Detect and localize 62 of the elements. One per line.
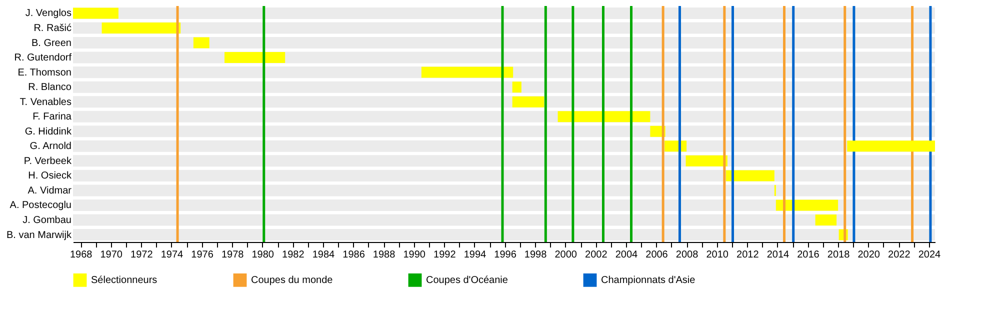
x-tick-label: 1994 [464,250,487,260]
y-tick-label: G. Hiddink [24,126,72,138]
x-tick-label: 1974 [160,250,184,260]
x-tick-label: 1998 [524,250,548,260]
bar [847,140,935,152]
x-tick-label: 1978 [221,250,244,260]
y-tick-label: P. Verbeek [24,156,72,167]
x-tick-label: 1968 [70,250,93,260]
bar [73,8,118,19]
x-tick-label: 2024 [918,250,941,260]
y-tick-label: J. Gombau [22,214,72,226]
y-tick-label: R. Blanco [28,82,72,94]
legend-label: Coupes du monde [251,275,334,286]
x-tick-label: 1980 [252,250,274,260]
x-tick-label: 2004 [615,250,638,260]
x-tick-label: 1984 [312,250,336,260]
bar [102,22,181,34]
x-tick-label: 1992 [434,250,456,260]
legend-label: Sélectionneurs [91,275,158,286]
x-tick-label: 1988 [372,250,396,260]
x-tick-label: 2016 [797,250,820,260]
x-tick-label: 2008 [676,250,699,260]
x-tick-label: 1990 [403,250,426,260]
x-tick-label: 2022 [888,250,911,260]
x-tick-label: 2012 [736,250,760,260]
x-tick-label: 2018 [827,250,850,260]
bar [815,214,837,226]
bar [512,96,544,108]
y-tick-label: G. Arnold [30,141,72,152]
x-tick-label: 2006 [646,250,668,260]
y-tick-label: R. Rašić [34,23,72,34]
y-tick-label: B. van Marwijk [6,230,72,241]
legend-label: Championnats d'Asie [601,275,696,286]
y-tick-label: A. Postecoglu [10,200,72,212]
x-tick-label: 1996 [494,250,517,260]
x-tick-label: 1972 [130,250,154,260]
bar [558,111,650,122]
bar [421,66,514,78]
y-tick-label: E. Thomson [18,67,72,78]
y-tick-label: J. Venglos [25,8,72,20]
x-tick-label: 2020 [858,250,880,260]
bar [776,200,838,211]
x-tick-label: 1970 [100,250,123,260]
x-tick-label: 2002 [585,250,608,260]
x-tick-label: 1982 [282,250,305,260]
bar [224,52,286,64]
y-tick-label: B. Green [31,38,72,49]
legend-label: Coupes d'Océanie [426,275,508,286]
x-tick-label: 2010 [706,250,729,260]
bar [512,82,522,93]
bar [193,37,210,48]
bar [686,155,728,166]
y-tick-label: F. Farina [32,112,72,123]
x-tick-label: 2014 [766,250,790,260]
y-tick-label: R. Gutendorf [14,52,72,64]
y-tick-label: H. Osieck [28,170,72,182]
x-tick-label: 2000 [554,250,578,260]
x-tick-label: 1976 [191,250,214,260]
y-tick-label: A. Vidmar [28,185,72,196]
bar [726,170,774,182]
x-tick-label: 1986 [342,250,366,260]
y-tick-label: T. Venables [20,96,72,108]
